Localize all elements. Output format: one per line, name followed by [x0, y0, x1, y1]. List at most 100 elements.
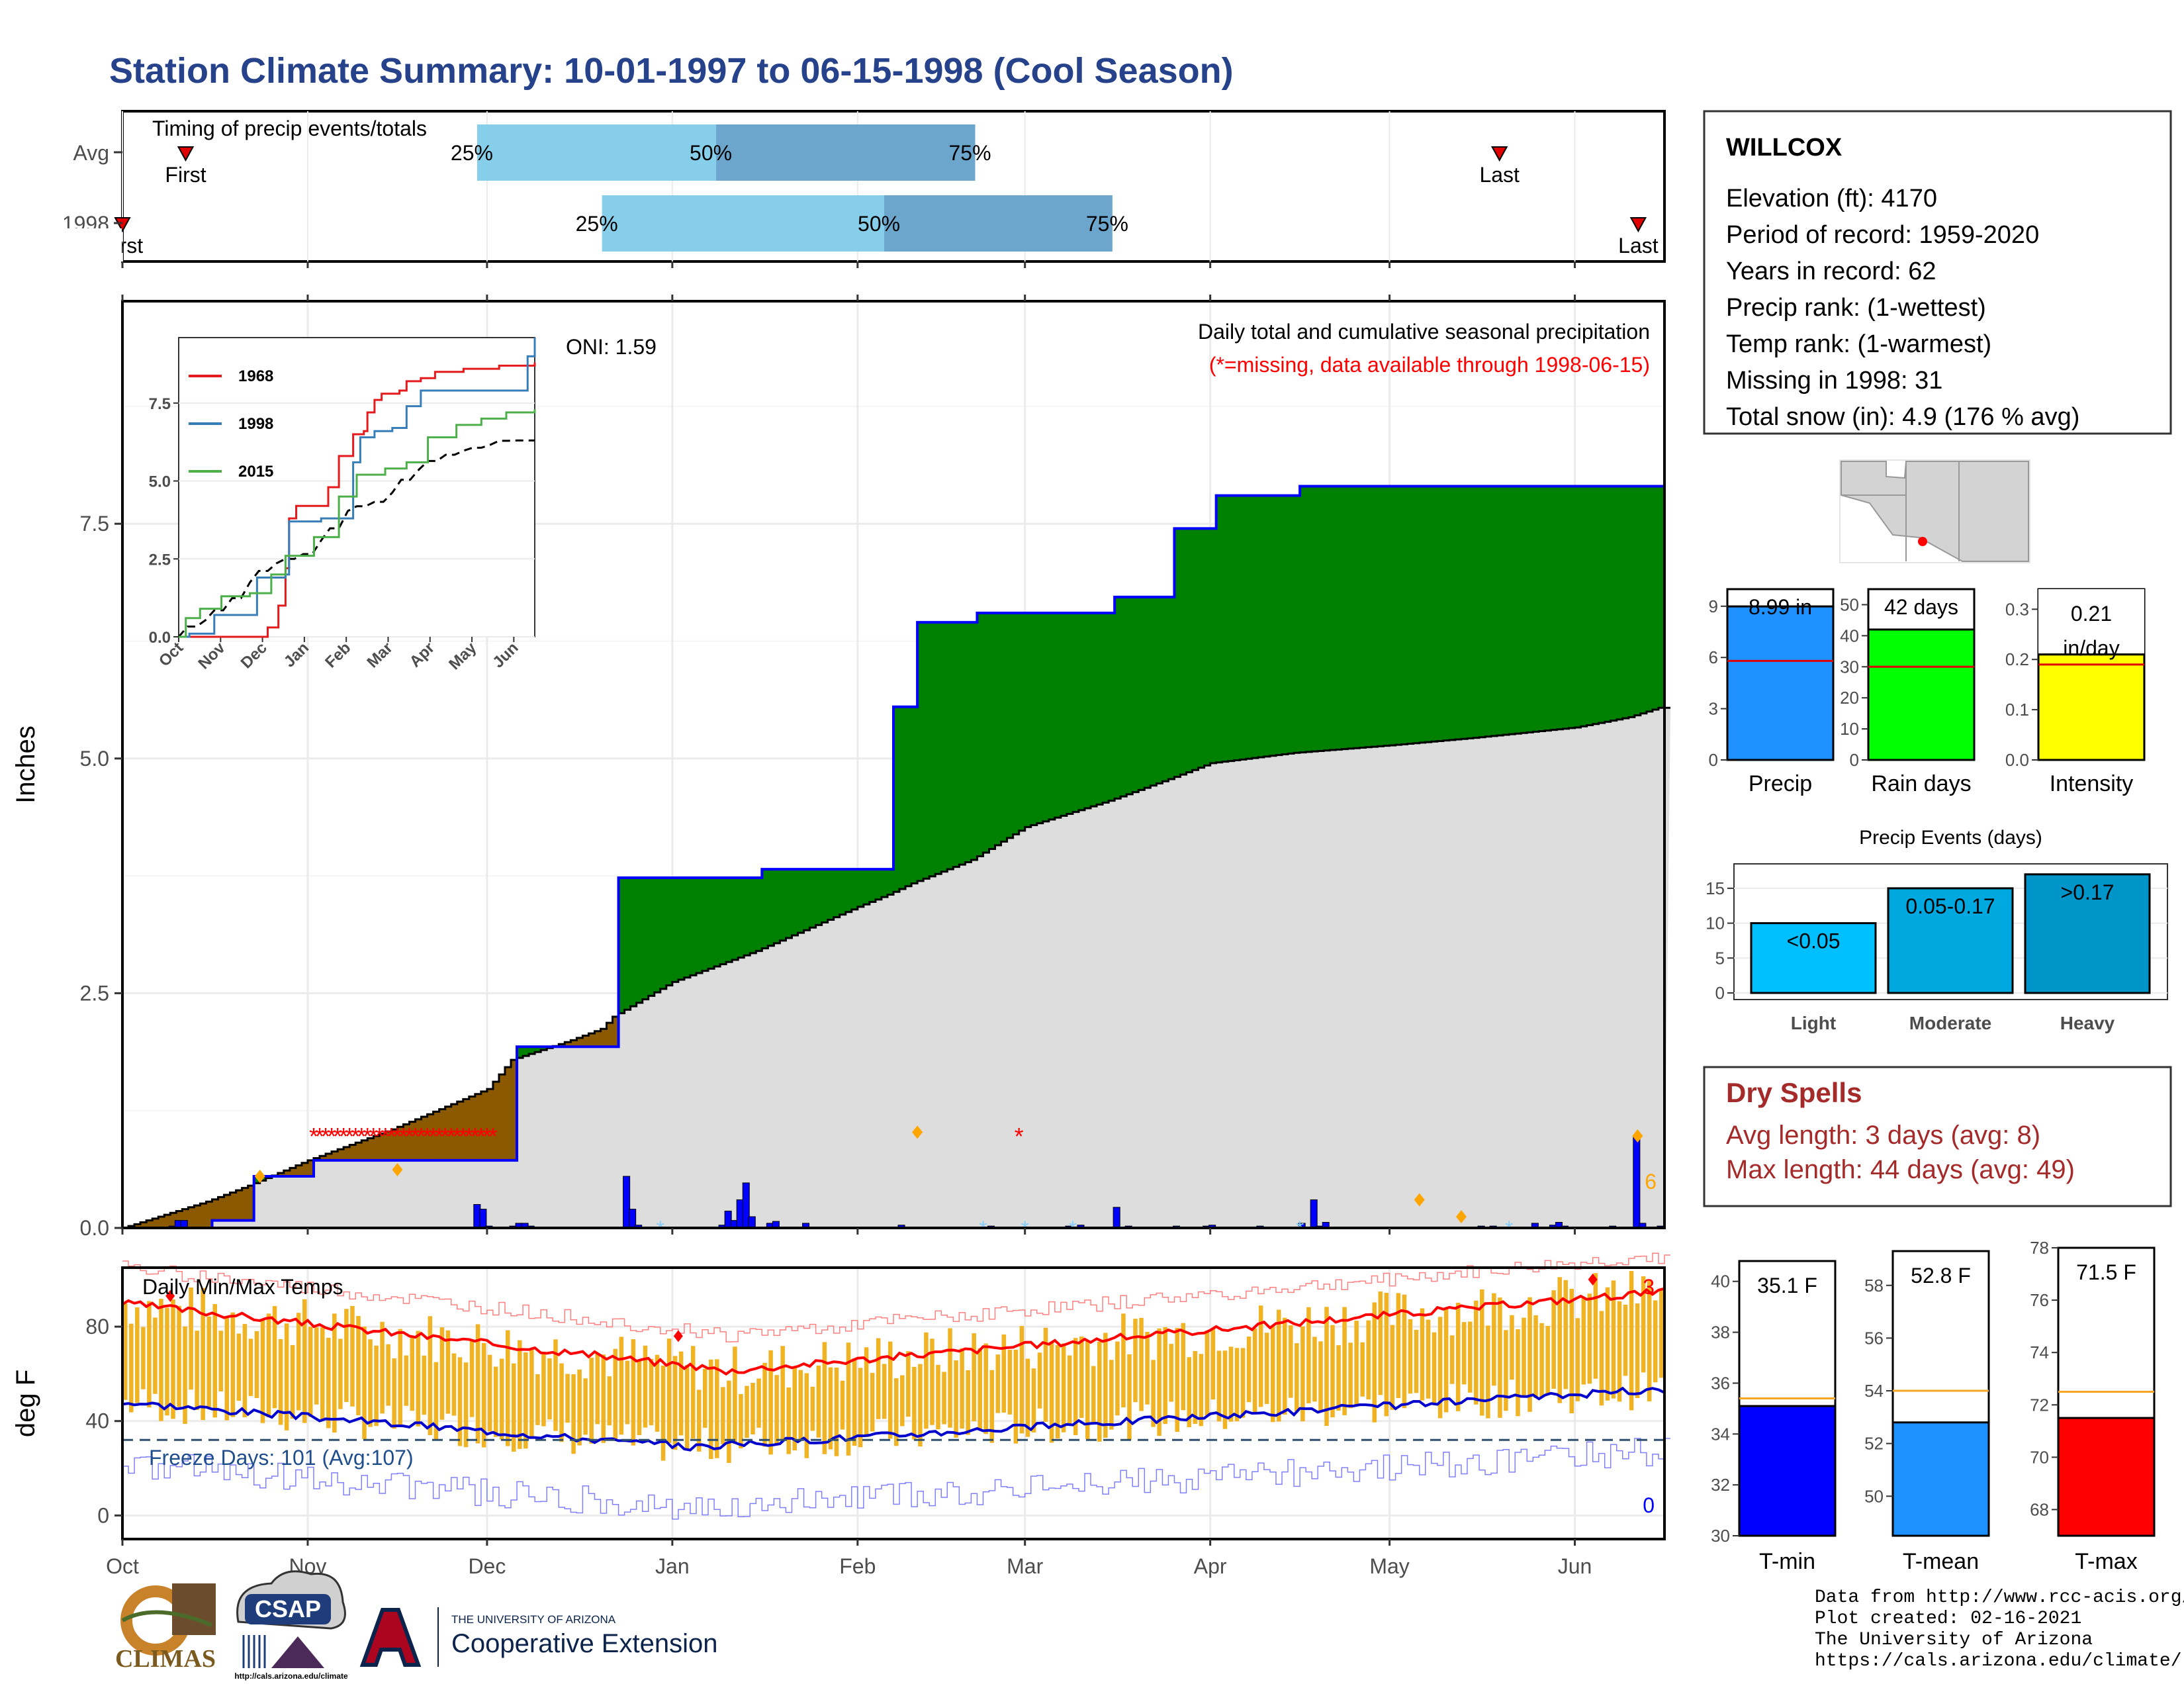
- surplus-fill: [1467, 486, 1474, 739]
- surplus-fill: [1365, 486, 1373, 747]
- daily-temp-bar: [129, 1323, 134, 1413]
- y-tick-label: 10: [1840, 719, 1859, 739]
- daily-temp-bar: [362, 1327, 367, 1439]
- map-borders: [1841, 461, 1960, 561]
- daily-temp-bar: [1432, 1332, 1437, 1405]
- y-tick-label: 3: [1709, 699, 1718, 719]
- summary-bar: [1726, 605, 1835, 761]
- surplus-fill: [1156, 596, 1163, 784]
- surplus-fill: [1359, 486, 1367, 748]
- daily-temp-bar: [1575, 1318, 1580, 1401]
- daily-temp-bar: [1109, 1360, 1114, 1430]
- y-tick-label: 56: [1864, 1328, 1884, 1348]
- daily-temp-bar: [469, 1339, 475, 1417]
- surplus-fill: [1515, 486, 1522, 734]
- deficit-fill: [295, 1165, 302, 1176]
- daily-temp-bar: [518, 1340, 522, 1449]
- y-tick-label: 58: [1864, 1276, 1884, 1295]
- surplus-fill: [1066, 612, 1073, 814]
- deficit-fill: [236, 1190, 243, 1221]
- daily-temp-bar: [1653, 1300, 1658, 1383]
- deficit-fill: [140, 1222, 147, 1228]
- daily-temp-bar: [1599, 1311, 1604, 1406]
- surplus-fill: [1282, 495, 1289, 755]
- daily-temp-bar: [1283, 1317, 1287, 1415]
- surplus-fill: [678, 877, 685, 980]
- surplus-fill: [1580, 486, 1588, 727]
- deficit-fill: [283, 1170, 291, 1176]
- temp-summary-bars: 35.1 F 30 32 34 36 38 40 T-min 52.8 F 50 52 54 56 58 T…: [1711, 1238, 2156, 1574]
- missing-marker: *: [459, 1123, 468, 1150]
- surplus-fill: [869, 869, 876, 902]
- y-tick-label: 40: [1840, 626, 1859, 645]
- surplus-fill: [708, 877, 715, 969]
- daily-temp-bar: [678, 1351, 684, 1436]
- deficit-fill: [164, 1215, 171, 1228]
- y-tick-label: 0: [1709, 750, 1718, 770]
- deficit-fill: [439, 1109, 446, 1160]
- footer-line: The University of Arizona: [1815, 1630, 2093, 1650]
- surplus-fill: [792, 869, 799, 936]
- daily-temp-bar: [1449, 1335, 1455, 1384]
- surplus-fill: [1150, 596, 1157, 786]
- deficit-fill: [480, 1091, 488, 1160]
- y-tick-label: 30: [1711, 1526, 1730, 1546]
- dry-line: Max length: 44 days (avg: 49): [1726, 1155, 2075, 1184]
- daily-temp-bar: [242, 1324, 248, 1418]
- y-tick-label: 52: [1864, 1434, 1884, 1454]
- surplus-fill: [1222, 495, 1229, 762]
- station-line: Total snow (in): 4.9 (176 % avg): [1726, 403, 2079, 431]
- daily-precip-bar: [629, 1209, 637, 1229]
- daily-temp-bar: [709, 1359, 713, 1460]
- y-tick-label: 15: [1706, 878, 1725, 898]
- x-tick-label: May: [1369, 1554, 1409, 1578]
- deficit-fill: [176, 1211, 183, 1228]
- surplus-fill: [1144, 596, 1151, 788]
- daily-temp-bar: [123, 1303, 128, 1400]
- surplus-fill: [529, 1047, 535, 1055]
- surplus-fill: [1383, 486, 1390, 746]
- daily-temp-bar: [1187, 1357, 1192, 1428]
- daily-temp-bar: [302, 1299, 307, 1423]
- daily-precip-bar: [473, 1204, 481, 1229]
- surplus-fill: [1539, 486, 1545, 731]
- snow-marker: [254, 1169, 265, 1183]
- ua-letter: [359, 1608, 422, 1667]
- daily-temp-bar: [1205, 1331, 1210, 1416]
- daily-temp-bar: [1157, 1328, 1161, 1436]
- daily-temp-bar: [1139, 1317, 1144, 1411]
- surplus-fill: [1318, 486, 1324, 751]
- surplus-fill: [1389, 486, 1396, 745]
- missing-marker: *: [435, 1123, 444, 1150]
- surplus-fill: [887, 869, 894, 895]
- daily-temp-bar: [338, 1338, 343, 1409]
- daily-temp-bar: [966, 1370, 970, 1435]
- daily-temp-bar: [577, 1369, 582, 1446]
- deficit-fill: [301, 1162, 308, 1176]
- daily-temp-bar: [989, 1370, 995, 1443]
- missing-marker: *: [381, 1123, 390, 1150]
- y-tick-label: 20: [1840, 688, 1859, 708]
- daily-temp-bar: [1097, 1341, 1102, 1442]
- daily-temp-bar: [493, 1366, 498, 1437]
- daily-temp-bar: [1461, 1322, 1467, 1385]
- deficit-fill: [332, 1151, 338, 1160]
- record-marker: [1588, 1273, 1598, 1286]
- daily-temp-bar: [428, 1316, 433, 1436]
- deficit-fill: [511, 1060, 518, 1160]
- footer-line: Data from http://www.rcc-acis.org/: [1815, 1587, 2184, 1608]
- daily-temp-bar: [1079, 1336, 1084, 1419]
- surplus-fill: [1395, 486, 1402, 745]
- daily-temp-bar: [1127, 1354, 1132, 1440]
- timing-bar-lower: [602, 195, 885, 252]
- surplus-fill: [630, 877, 637, 1007]
- daily-temp-bar: [1181, 1323, 1186, 1411]
- surplus-fill: [1401, 486, 1408, 745]
- daily-temp-bar: [930, 1338, 934, 1425]
- surplus-fill: [1545, 486, 1552, 731]
- surplus-fill: [1198, 528, 1205, 768]
- value-label: 52.8 F: [1911, 1264, 1971, 1288]
- daily-temp-bar: [523, 1352, 528, 1449]
- inset-y-tick: 7.5: [149, 395, 171, 413]
- daily-temp-bar: [1031, 1368, 1036, 1432]
